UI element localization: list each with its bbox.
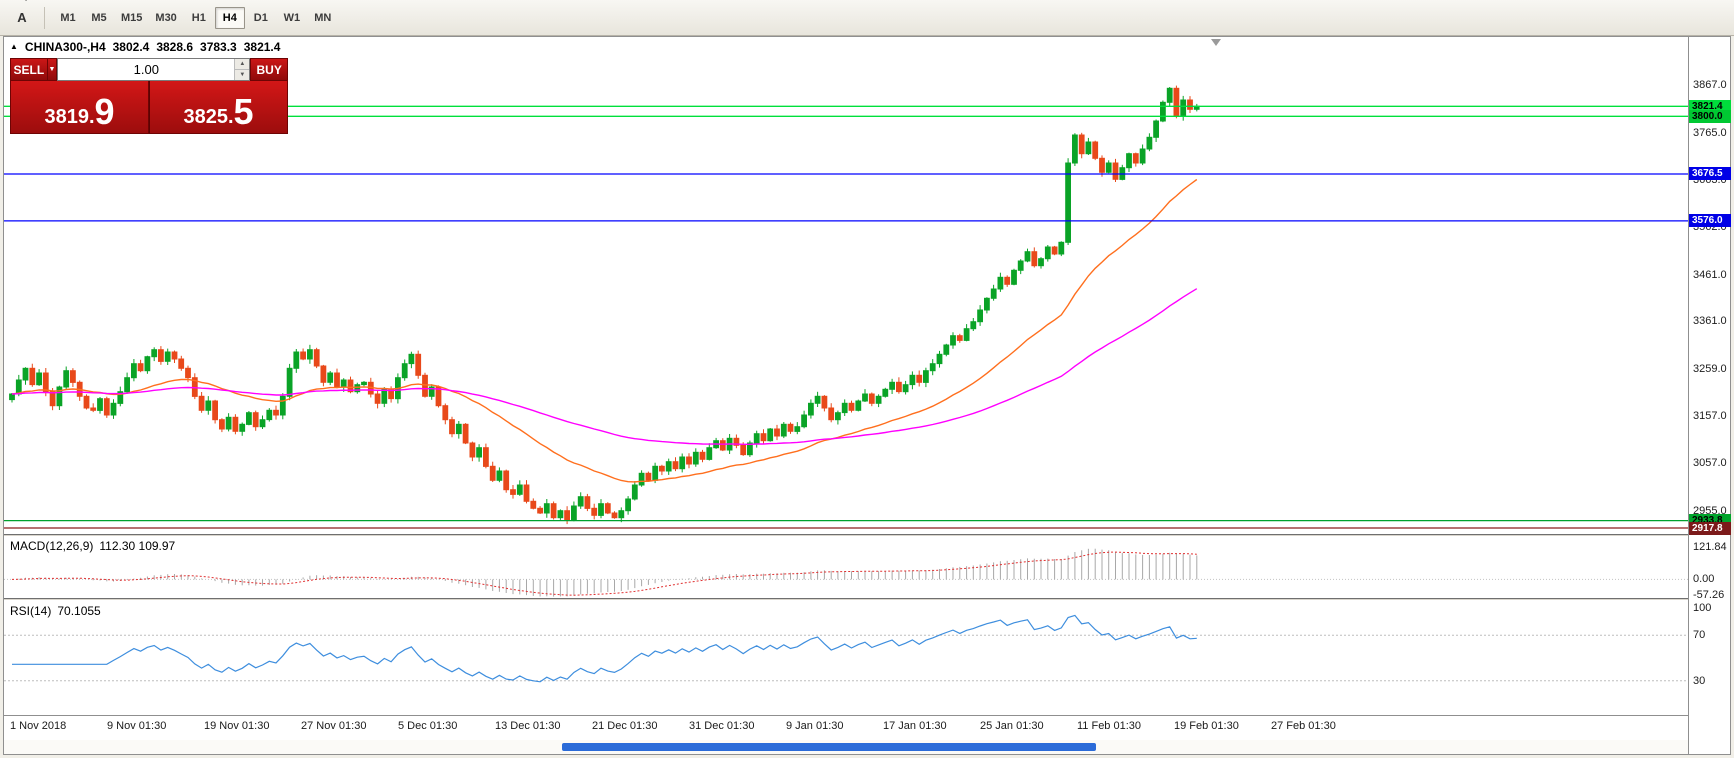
volume-stepper: ▲ ▼ [234,59,250,80]
macd-indicator-label: MACD(12,26,9) 112.30 109.97 [10,539,175,553]
macd-axis-label: 0.00 [1693,573,1715,585]
time-axis-label: 17 Jan 01:30 [883,720,947,732]
symbol-ohlc-line: ▲ CHINA300-,H4 3802.4 3828.6 3783.3 3821… [10,40,280,54]
time-axis-border [4,715,1730,716]
direction-up-icon: ▲ [10,41,18,51]
time-axis-label: 19 Feb 01:30 [1174,720,1239,732]
macd-plot-area[interactable] [4,537,1688,598]
buy-price-main: 3825. [183,106,234,128]
rsi-name: RSI(14) [10,604,52,618]
sell-price-display[interactable]: 3819. 9 [10,81,149,134]
grid-icon[interactable]: F [8,0,36,5]
rsi-indicator-label: RSI(14) 70.1055 [10,604,101,618]
one-click-trading-widget: SELL ▼ ▲ ▼ BUY 3819.9 3825.5 [10,58,288,134]
macd-panel-resize-handle[interactable] [4,534,1730,537]
buy-price-big-digit: 5 [233,91,254,133]
timeframe-button-m5[interactable]: M5 [91,11,107,24]
timeframe-button-h4[interactable]: H4 [214,6,245,29]
time-axis-label: 27 Nov 01:30 [301,720,367,732]
sell-price-main: 3819. [44,106,95,128]
macd-axis-label: 121.84 [1693,541,1727,553]
candles-layer [9,85,1200,525]
time-axis-label: 19 Nov 01:30 [204,720,270,732]
price-axis[interactable]: 3867.0 3765.0 3663.0 3562.0 3461.0 3361.0 3259… [1688,37,1731,754]
sell-button[interactable]: SELL [10,58,48,81]
timeframe-button-w1[interactable]: W1 [283,11,301,24]
chart-plot-area[interactable] [4,37,1688,534]
rsi-axis-label: 30 [1693,675,1706,687]
timeframe-button-d1[interactable]: D1 [253,11,268,24]
high-value: 3828.6 [156,40,194,54]
symbol-period-label: CHINA300-,H4 [24,40,106,54]
timeframe-button-m1[interactable]: M1 [60,11,76,24]
price-axis-label: 3461.0 [1693,269,1727,281]
time-axis-label: 11 Feb 01:30 [1077,720,1142,732]
rsi-panel-resize-handle[interactable] [4,598,1730,601]
level-lines-layer [4,105,1688,529]
time-axis-label: 27 Feb 01:30 [1271,720,1336,732]
time-axis-label: 31 Dec 01:30 [689,720,755,732]
rsi-plot-area[interactable] [4,601,1688,715]
time-axis-label: 25 Jan 01:30 [980,720,1044,732]
font-icon[interactable]: A [17,10,27,25]
rsi-axis-label: 100 [1693,602,1712,614]
macd-axis-label: -57.26 [1693,589,1725,601]
time-axis-label: 9 Nov 01:30 [107,720,167,732]
sell-price-big-digit: 9 [94,91,115,133]
price-badge: 3800.0 [1689,110,1731,123]
time-axis-label: 5 Dec 01:30 [398,720,458,732]
close-value: 3821.4 [243,40,281,54]
price-badge: 3676.5 [1689,167,1731,180]
chart-shift-marker-icon [1211,39,1221,46]
volume-increase-button[interactable]: ▲ [235,59,250,69]
chart-window: ▲ CHINA300-,H4 3802.4 3828.6 3783.3 3821… [3,36,1731,755]
timeframe-button-mn[interactable]: MN [314,11,332,24]
price-axis-label: 3867.0 [1693,79,1727,91]
time-axis-label: 9 Jan 01:30 [786,720,844,732]
buy-price-display[interactable]: 3825. 5 [149,81,288,134]
macd-name: MACD(12,26,9) [10,539,94,553]
low-value: 3783.3 [200,40,237,54]
volume-input[interactable] [58,59,235,80]
time-axis-label: 13 Dec 01:30 [495,720,561,732]
buy-button[interactable]: BUY [250,58,288,81]
price-badge: 3821.4 [1689,100,1731,113]
volume-dropdown-button[interactable]: ▼ [47,58,58,81]
price-axis-label: 3157.0 [1693,410,1727,422]
price-axis-label: 3361.0 [1693,315,1727,327]
horizontal-scrollbar [4,740,1730,754]
macd-values: 112.30 109.97 [99,539,176,553]
timeframe-button-h1[interactable]: H1 [191,11,206,24]
price-badge: 3576.0 [1689,214,1731,227]
price-axis-label: 3259.0 [1693,363,1727,375]
svg-text:F: F [25,0,30,2]
price-badge: 2917.8 [1689,522,1731,535]
rsi-value: 70.1055 [57,604,101,618]
horizontal-scrollbar-thumb[interactable] [562,743,1096,751]
timeframe-button-m15[interactable]: M15 [121,11,143,24]
open-value: 3802.4 [112,40,150,54]
time-axis[interactable]: 1 Nov 2018 9 Nov 01:30 19 Nov 01:30 27 Nov … [4,716,1730,740]
volume-field: ▲ ▼ [57,58,251,81]
time-axis-label: 21 Dec 01:30 [592,720,658,732]
price-axis-label: 3765.0 [1693,127,1727,139]
timeframe-button-m30[interactable]: M30 [155,11,177,24]
time-axis-label: 1 Nov 2018 [10,720,67,732]
toolbar-separator [44,6,45,29]
timeframe-group: M1 M5 M15 M30 H1 H4 D1 W1 MN [53,6,338,29]
price-axis-label: 3057.0 [1693,457,1727,469]
volume-decrease-button[interactable]: ▼ [235,69,250,80]
rsi-axis-label: 70 [1693,629,1706,641]
